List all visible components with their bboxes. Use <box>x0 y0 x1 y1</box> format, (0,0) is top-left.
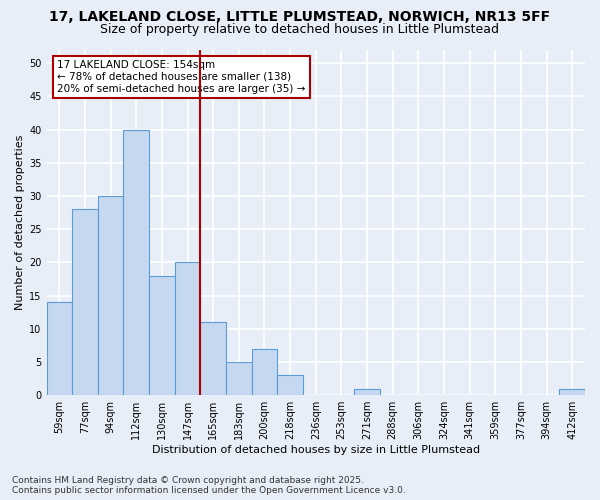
Bar <box>72 210 98 395</box>
Text: Size of property relative to detached houses in Little Plumstead: Size of property relative to detached ho… <box>101 22 499 36</box>
Y-axis label: Number of detached properties: Number of detached properties <box>15 135 25 310</box>
Text: 17 LAKELAND CLOSE: 154sqm
← 78% of detached houses are smaller (138)
20% of semi: 17 LAKELAND CLOSE: 154sqm ← 78% of detac… <box>57 60 305 94</box>
Bar <box>277 376 303 395</box>
Bar <box>47 302 72 395</box>
Text: 17, LAKELAND CLOSE, LITTLE PLUMSTEAD, NORWICH, NR13 5FF: 17, LAKELAND CLOSE, LITTLE PLUMSTEAD, NO… <box>49 10 551 24</box>
Bar <box>98 196 124 395</box>
Bar <box>559 388 585 395</box>
Bar <box>124 130 149 395</box>
Text: Contains HM Land Registry data © Crown copyright and database right 2025.
Contai: Contains HM Land Registry data © Crown c… <box>12 476 406 495</box>
Bar <box>251 348 277 395</box>
Bar <box>175 262 200 395</box>
Bar <box>200 322 226 395</box>
Bar <box>226 362 251 395</box>
X-axis label: Distribution of detached houses by size in Little Plumstead: Distribution of detached houses by size … <box>152 445 480 455</box>
Bar <box>149 276 175 395</box>
Bar <box>354 388 380 395</box>
